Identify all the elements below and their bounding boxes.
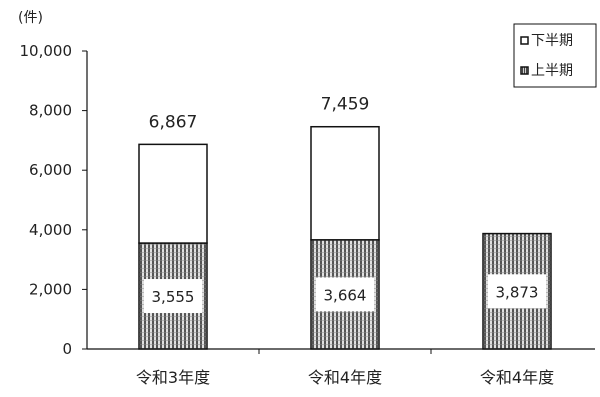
y-tick-label: 10,000 (20, 42, 73, 60)
y-tick-label: 2,000 (29, 280, 72, 298)
data-label-first-half: 3,873 (496, 283, 539, 301)
y-tick-label: 4,000 (29, 221, 72, 239)
bars: 3,555 6,867 3,664 7,459 3,873 (138, 95, 552, 350)
data-label-background (316, 277, 374, 312)
data-label-background (488, 274, 546, 309)
legend-box (513, 23, 597, 88)
y-tick-label: 0 (62, 340, 72, 358)
legend-label-first-half: 上半期 (531, 63, 573, 79)
data-label-total: 6,867 (149, 112, 198, 132)
legend-swatch-second-half (520, 36, 529, 45)
x-axis-labels: 令和3年度 令和4年度 令和4年度 (136, 368, 554, 387)
legend: 下半期 上半期 (513, 23, 597, 88)
data-label-first-half: 3,664 (324, 286, 367, 304)
x-category-label: 令和4年度 (480, 368, 554, 387)
bar-second-half (310, 125, 380, 241)
data-label-first-half: 3,555 (152, 288, 195, 306)
y-axis-unit-label: (件) (18, 10, 43, 26)
legend-swatch-first-half (520, 66, 529, 75)
y-tick-label: 6,000 (29, 161, 72, 179)
y-tick-label: 8,000 (29, 102, 72, 120)
legend-label-second-half: 下半期 (531, 33, 573, 49)
x-category-label: 令和4年度 (308, 368, 382, 387)
data-label-total: 7,459 (321, 95, 370, 115)
bar-second-half (138, 143, 208, 244)
data-label-background (144, 279, 202, 314)
y-axis-ticks: 0 2,000 4,000 6,000 8,000 10,000 (20, 42, 87, 358)
x-category-label: 令和3年度 (136, 368, 210, 387)
